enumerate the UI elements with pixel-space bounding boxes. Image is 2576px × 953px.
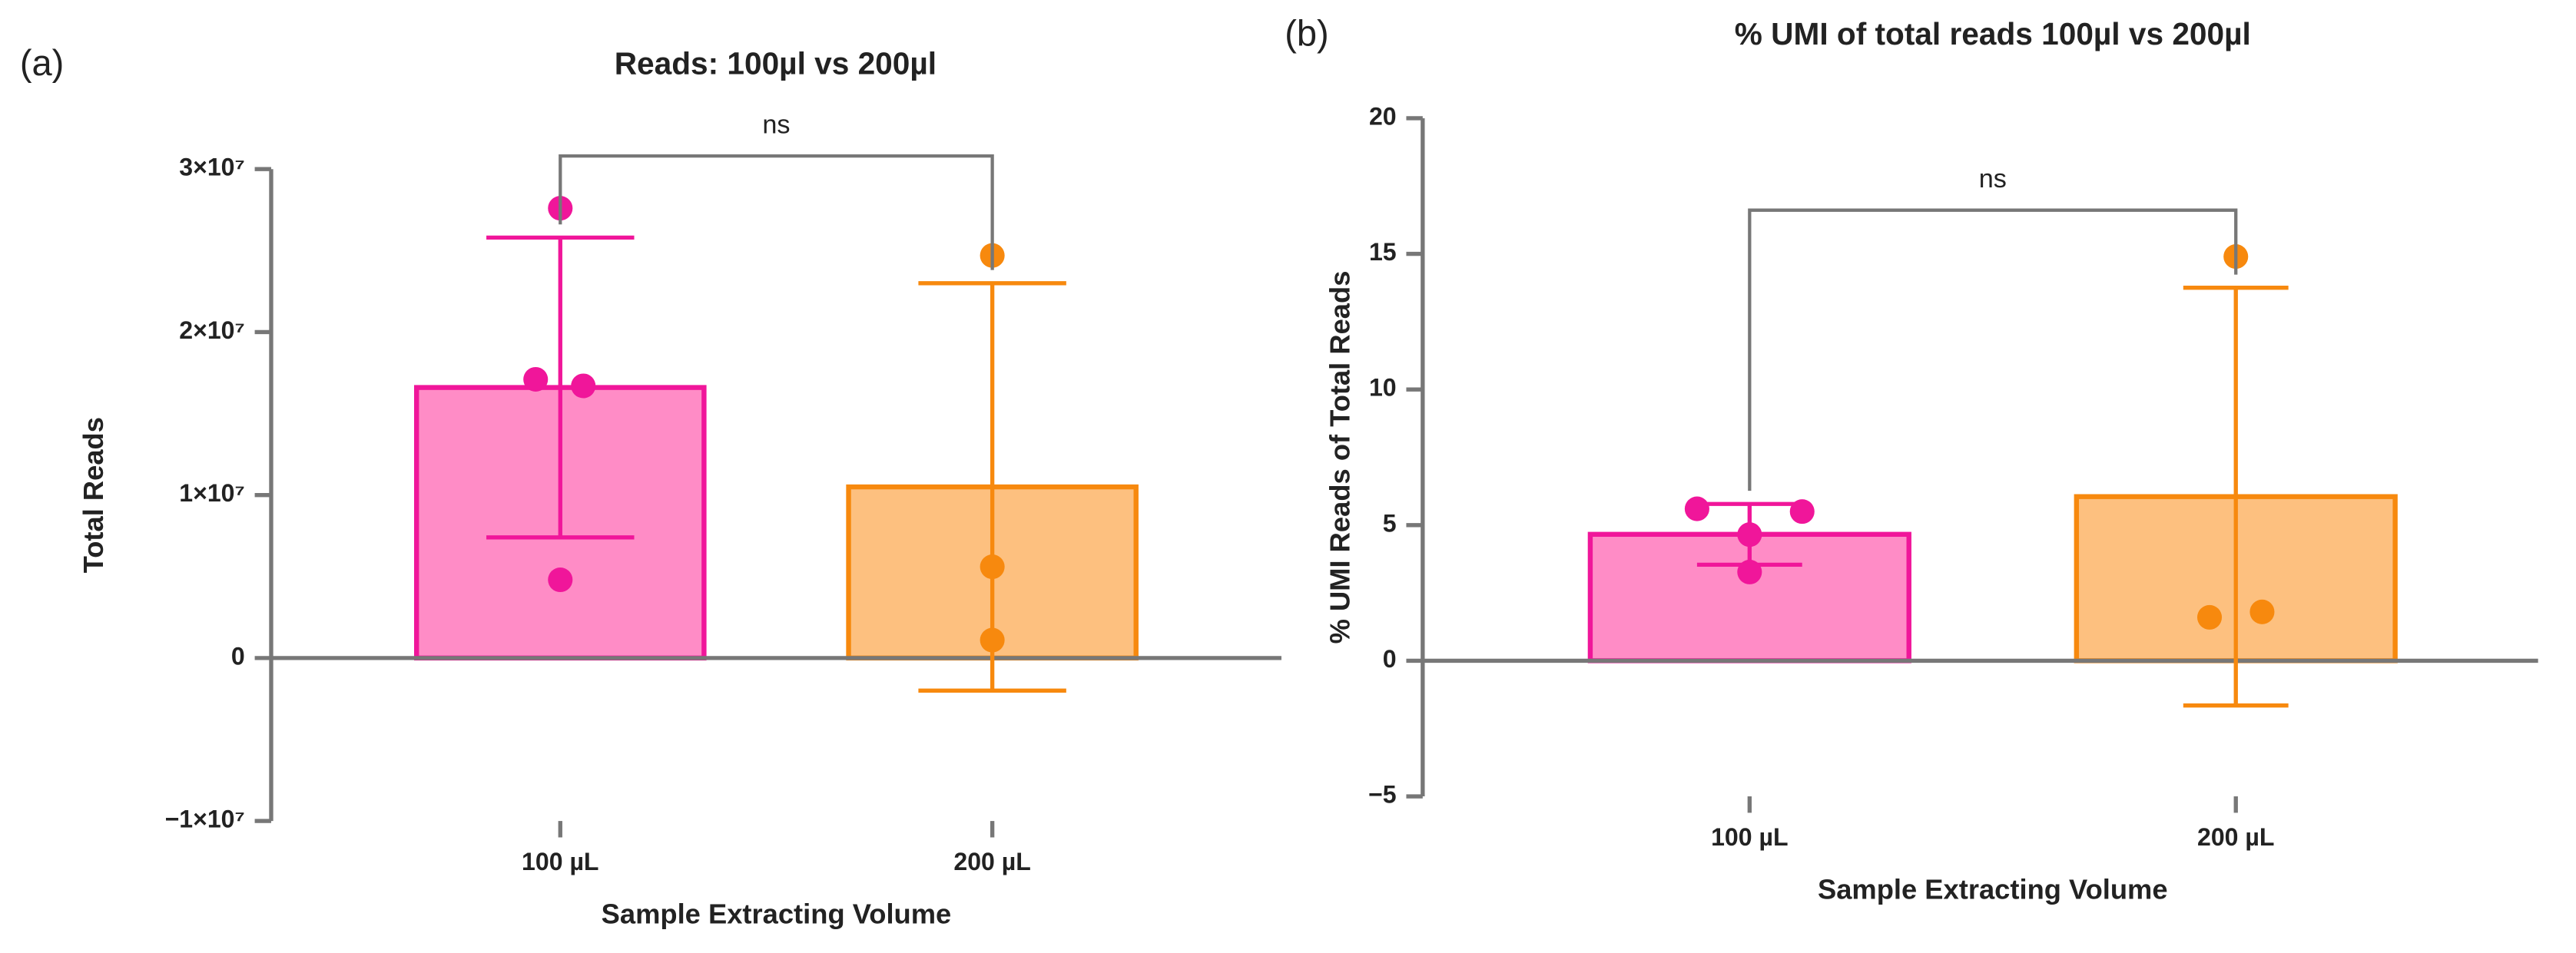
data-point xyxy=(548,567,573,593)
x-tick-label: 100 µL xyxy=(1711,823,1788,851)
y-tick-label: 1×10⁷ xyxy=(179,479,244,507)
y-tick-label: 10 xyxy=(1369,374,1397,402)
y-tick-label: 0 xyxy=(1383,645,1397,673)
significance-bracket xyxy=(1748,208,2238,491)
x-axis-label: Sample Extracting Volume xyxy=(1818,874,2168,905)
data-point xyxy=(1789,499,1815,524)
significance-label: ns xyxy=(1979,164,2007,194)
y-tick-label: 15 xyxy=(1369,238,1397,266)
y-tick-label: 20 xyxy=(1369,102,1397,130)
data-point xyxy=(1684,496,1709,521)
panel-label: (a) xyxy=(20,42,64,83)
y-tick-label: −5 xyxy=(1368,780,1397,808)
y-tick-label: 5 xyxy=(1383,509,1397,537)
data-point xyxy=(2196,604,2223,630)
data-point xyxy=(571,373,596,399)
x-tick-label: 100 µL xyxy=(522,848,598,875)
chart-title: Reads: 100µl vs 200µl xyxy=(615,45,937,81)
significance-label: ns xyxy=(762,111,790,140)
y-tick-label: −1×10⁷ xyxy=(165,806,245,833)
data-point xyxy=(980,554,1005,580)
data-point xyxy=(523,366,549,392)
y-tick-label: 2×10⁷ xyxy=(179,316,244,344)
y-tick-label: 0 xyxy=(231,642,245,670)
data-point xyxy=(1737,559,1762,584)
x-tick-label: 200 µL xyxy=(2197,823,2274,851)
panel-label: (b) xyxy=(1285,12,1328,53)
y-axis-label: Total Reads xyxy=(78,417,109,573)
x-tick-label: 200 µL xyxy=(953,848,1030,875)
y-tick-label: 3×10⁷ xyxy=(179,154,244,181)
data-point xyxy=(1737,522,1762,548)
data-point xyxy=(980,627,1005,653)
chart-title: % UMI of total reads 100µl vs 200µl xyxy=(1735,16,2251,51)
data-point xyxy=(2249,599,2275,624)
significance-bracket xyxy=(559,154,994,270)
x-axis-label: Sample Extracting Volume xyxy=(602,898,952,930)
y-axis-label: % UMI Reads of Total Reads xyxy=(1324,271,1356,644)
